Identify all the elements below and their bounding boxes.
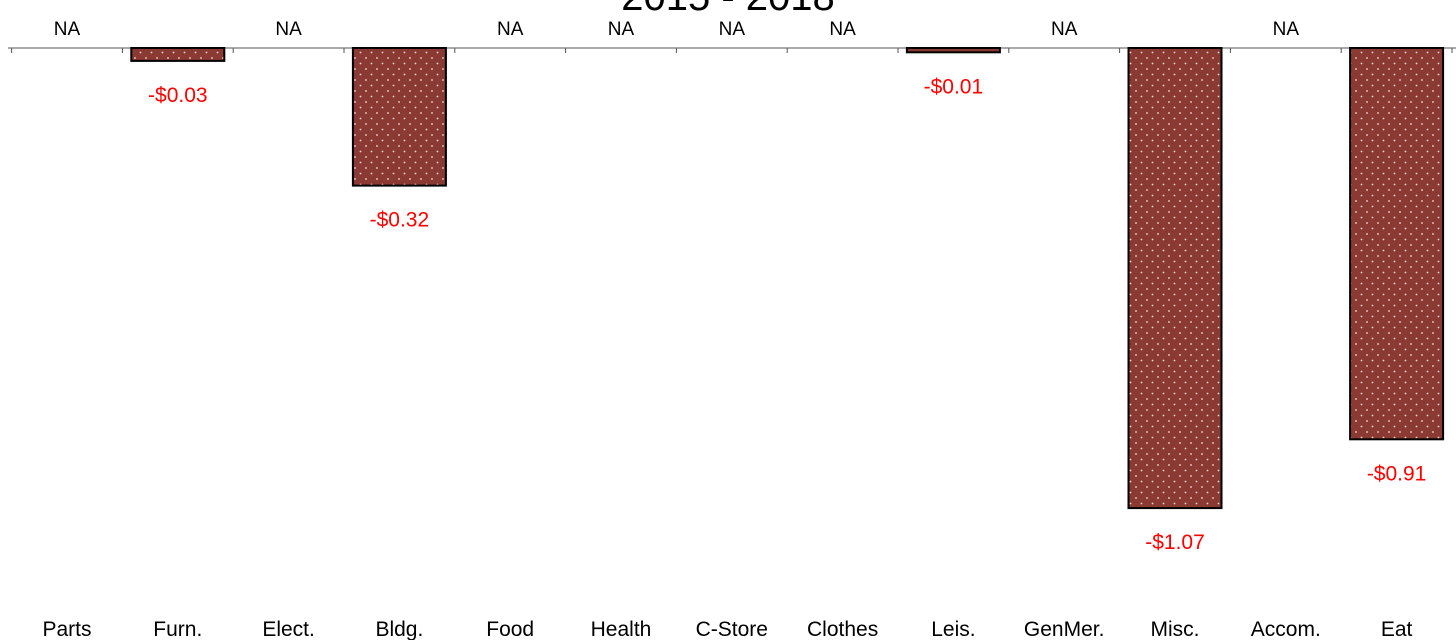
x-tick-label: Misc. <box>1151 618 1200 640</box>
x-tick-label: Leis. <box>931 618 975 640</box>
value-label: -$0.91 <box>1367 462 1427 485</box>
value-label: -$0.32 <box>370 209 430 232</box>
value-label: -$0.03 <box>148 84 208 107</box>
bar <box>1349 47 1445 441</box>
x-tick-label: Bldg. <box>375 618 423 640</box>
x-tick-label: GenMer. <box>1024 618 1105 640</box>
x-tick-label: Food <box>486 618 534 640</box>
x-tick-label: Eat <box>1381 618 1413 640</box>
value-label: -$0.01 <box>924 75 984 98</box>
value-label: NA <box>497 19 524 40</box>
value-label: NA <box>608 19 635 40</box>
x-tick-label: Accom. <box>1251 618 1321 640</box>
bar <box>351 47 447 187</box>
x-tick-label: Health <box>591 618 652 640</box>
x-tick-label: Clothes <box>807 618 878 640</box>
x-tick-label: Furn. <box>153 618 202 640</box>
value-label: NA <box>1273 19 1300 40</box>
bar <box>130 47 226 62</box>
x-tick-label: Parts <box>42 618 91 640</box>
value-label: NA <box>275 19 302 40</box>
value-label: NA <box>719 19 746 40</box>
bar <box>1127 47 1223 510</box>
value-label: NA <box>829 19 856 40</box>
chart-title: 2015 - 2018 <box>621 0 835 19</box>
value-label: NA <box>54 19 81 40</box>
value-label: NA <box>1051 19 1078 40</box>
bar <box>905 47 1001 54</box>
x-tick-label: Elect. <box>262 618 315 640</box>
x-tick-label: C-Store <box>696 618 768 640</box>
value-label: -$1.07 <box>1145 531 1205 554</box>
